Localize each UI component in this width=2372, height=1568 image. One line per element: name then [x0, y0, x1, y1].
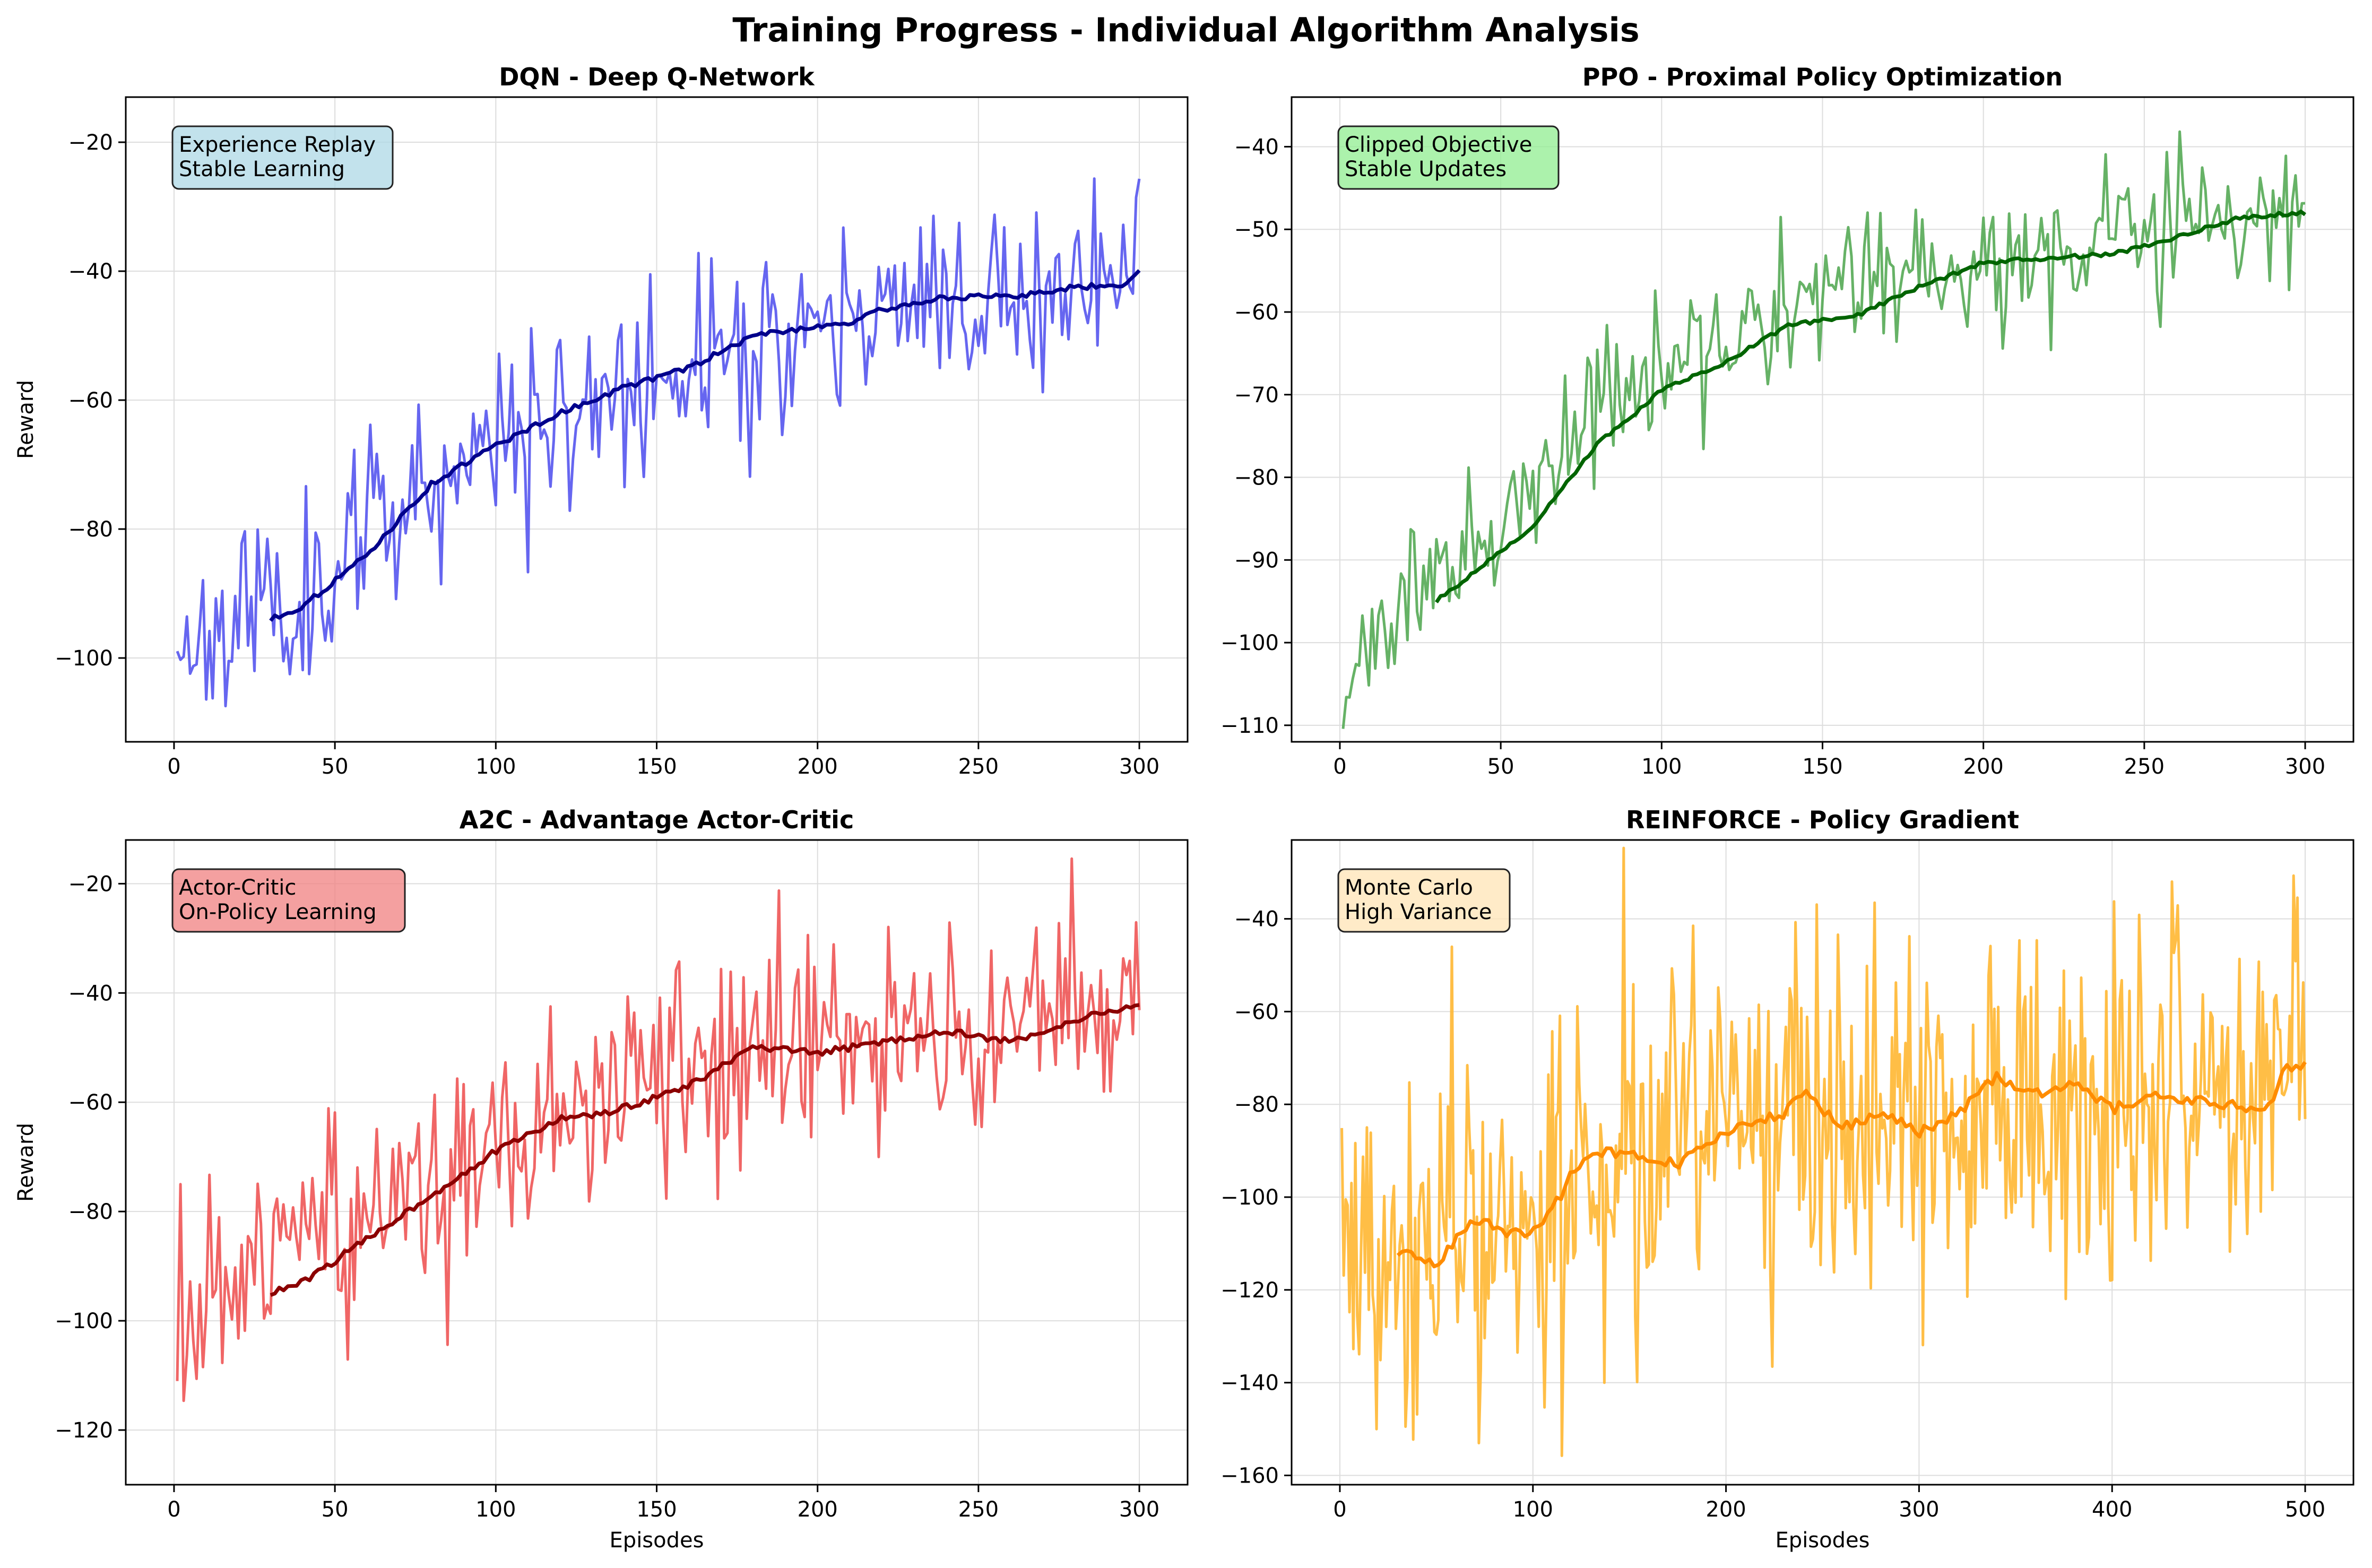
dqn-x-tick-label: 250	[958, 755, 999, 779]
reinforce-x-axis-label: Episodes	[1776, 1528, 1870, 1553]
ppo-annotation-line: Clipped Objective	[1345, 133, 1532, 157]
a2c-x-tick-label: 250	[958, 1497, 999, 1522]
reinforce-y-tick-label: −140	[1220, 1371, 1279, 1396]
ppo-moving-average-line	[1434, 210, 2307, 604]
ppo-panel: 0 50 100 150 200 250 300 −110 −100 −90 −80 −70 −60 −5…	[1220, 63, 2354, 779]
ppo-y-tick-label: −40	[1234, 135, 1279, 159]
dqn-x-tick-label: 200	[798, 755, 838, 779]
reinforce-x-tick-label: 100	[1513, 1497, 1553, 1522]
figure-title: Training Progress - Individual Algorithm…	[732, 11, 1639, 49]
ppo-y-tick-label: −100	[1220, 631, 1279, 655]
a2c-x-tick-label: 300	[1119, 1497, 1159, 1522]
ppo-title: PPO - Proximal Policy Optimization	[1582, 63, 2063, 91]
reinforce-y-tick-label: −100	[1220, 1185, 1279, 1210]
a2c-y-tick-label: −40	[68, 981, 113, 1006]
reinforce-x-tick-label: 300	[1899, 1497, 1939, 1522]
a2c-annotation-box	[171, 868, 406, 933]
dqn-moving-average-line	[269, 269, 1141, 622]
dqn-y-tick-label: −20	[68, 131, 113, 155]
a2c-y-axis-label: Reward	[14, 1123, 38, 1202]
a2c-x-tick-label: 0	[167, 1497, 180, 1522]
dqn-x-tick-label: 50	[322, 755, 349, 779]
dqn-annotation-line: Stable Learning	[179, 157, 345, 181]
a2c-annotation-line: Actor-Critic	[179, 876, 296, 900]
dqn-y-axis-label: Reward	[14, 380, 38, 459]
dqn-x-tick-label: 100	[475, 755, 516, 779]
ppo-x-tick-label: 100	[1641, 755, 1682, 779]
dqn-annotation-line: Experience Replay	[179, 133, 376, 157]
dqn-x-tick-label: 150	[636, 755, 677, 779]
ppo-annotation-line: Stable Updates	[1345, 157, 1507, 181]
a2c-y-tick-label: −20	[68, 872, 113, 896]
reinforce-y-tick-label: −60	[1234, 1000, 1279, 1024]
reinforce-y-tick-label: −120	[1220, 1278, 1279, 1303]
reinforce-title: REINFORCE - Policy Gradient	[1626, 805, 2019, 834]
dqn-raw-line	[176, 177, 1141, 708]
reinforce-x-tick-label: 200	[1706, 1497, 1746, 1522]
ppo-y-tick-label: −70	[1234, 383, 1279, 408]
dqn-y-tick-label: −40	[68, 259, 113, 284]
a2c-title: A2C - Advantage Actor-Critic	[460, 805, 854, 834]
a2c-moving-average-line	[270, 1003, 1140, 1297]
reinforce-annotation-line: High Variance	[1345, 900, 1492, 924]
dqn-x-tick-label: 0	[167, 755, 180, 779]
reinforce-annotation-line: Monte Carlo	[1345, 876, 1473, 900]
a2c-panel: 0 50 100 150 200 250 300 −120 −100 −80 −60 −40 −20 A2…	[14, 805, 1189, 1553]
a2c-x-tick-label: 50	[322, 1497, 349, 1522]
a2c-x-tick-label: 150	[636, 1497, 677, 1522]
reinforce-x-tick-label: 400	[2092, 1497, 2132, 1522]
dqn-x-tick-label: 300	[1119, 755, 1159, 779]
a2c-raw-line	[176, 857, 1141, 1402]
a2c-y-tick-label: −60	[68, 1090, 113, 1115]
ppo-y-tick-label: −90	[1234, 548, 1279, 573]
ppo-raw-line	[1341, 130, 2306, 729]
a2c-annotation-line: On-Policy Learning	[179, 900, 377, 924]
reinforce-panel: 0 100 200 300 400 500 −160 −140 −120 −100 −80 −60 −4…	[1220, 805, 2354, 1553]
dqn-panel: 0 50 100 150 200 250 300 −100 −80 −60 −40 −20 DQN - …	[14, 63, 1189, 779]
dqn-y-tick-label: −100	[55, 646, 113, 671]
ppo-x-tick-label: 50	[1487, 755, 1514, 779]
ppo-y-tick-label: −60	[1234, 300, 1279, 325]
ppo-y-tick-label: −50	[1234, 218, 1279, 242]
ppo-x-tick-label: 150	[1802, 755, 1842, 779]
reinforce-y-tick-label: −160	[1220, 1464, 1279, 1488]
ppo-x-tick-label: 300	[2285, 755, 2325, 779]
reinforce-moving-average-line	[1396, 1061, 2307, 1269]
a2c-x-tick-label: 100	[475, 1497, 516, 1522]
reinforce-y-tick-label: −80	[1234, 1093, 1279, 1117]
ppo-x-tick-label: 250	[2124, 755, 2165, 779]
a2c-x-axis-label: Episodes	[610, 1528, 704, 1553]
ppo-y-tick-label: −80	[1234, 466, 1279, 490]
reinforce-x-tick-label: 0	[1333, 1497, 1346, 1522]
reinforce-x-tick-label: 500	[2285, 1497, 2325, 1522]
dqn-y-tick-label: −60	[68, 388, 113, 413]
dqn-annotation-box	[171, 125, 394, 190]
a2c-y-tick-label: −80	[68, 1200, 113, 1224]
ppo-annotation-box	[1337, 125, 1560, 190]
reinforce-y-tick-label: −40	[1234, 907, 1279, 932]
reinforce-raw-line	[1340, 846, 2307, 1457]
ppo-x-tick-label: 0	[1333, 755, 1346, 779]
ppo-x-tick-label: 200	[1963, 755, 2004, 779]
a2c-y-tick-label: −100	[55, 1309, 113, 1333]
dqn-title: DQN - Deep Q-Network	[499, 63, 815, 91]
reinforce-axes-frame	[1291, 839, 2354, 1486]
dqn-y-tick-label: −80	[68, 517, 113, 542]
ppo-y-tick-label: −110	[1220, 714, 1279, 738]
a2c-x-tick-label: 200	[798, 1497, 838, 1522]
a2c-y-tick-label: −120	[55, 1418, 113, 1443]
reinforce-annotation-box	[1337, 868, 1511, 933]
